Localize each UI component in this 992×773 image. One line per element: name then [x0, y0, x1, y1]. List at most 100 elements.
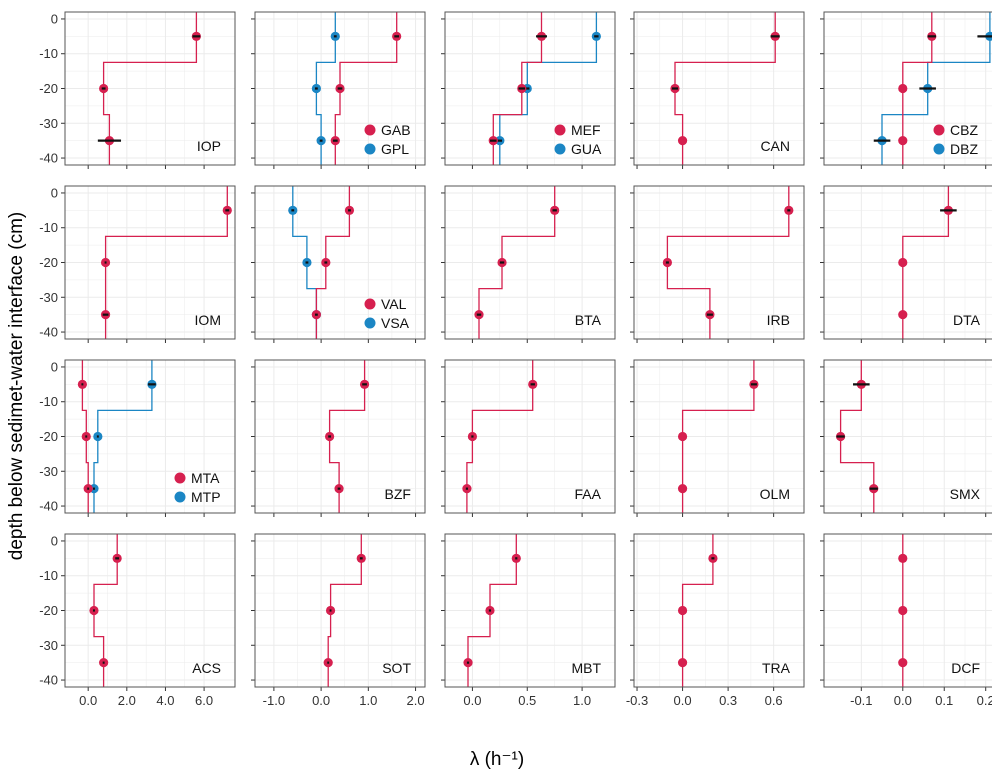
panel-content [898, 534, 908, 687]
panel-label: IOM [195, 312, 221, 328]
panel-border [823, 359, 992, 514]
panel-grid: 0 -10 -20 -30 -40 IOP GAB GPL MEF GUA CAN CBZ DBZ 0 -1… [39, 11, 992, 708]
panel-18: 0.0 0.5 1.0 MBT [441, 533, 616, 708]
panel-label: CAN [760, 138, 790, 154]
x-tick-label: 2.0 [118, 693, 136, 708]
panel-label: BTA [575, 312, 602, 328]
panel-border [254, 359, 426, 514]
legend-dot [933, 124, 945, 136]
y-tick-label: -20 [39, 429, 58, 444]
panel-content [97, 12, 201, 165]
panel-content [77, 360, 157, 513]
legend-dot [554, 124, 566, 136]
y-tick-label: -20 [39, 603, 58, 618]
panel-7: VAL VSA [251, 185, 426, 343]
panel-border [444, 533, 616, 688]
panel-content [474, 186, 560, 339]
x-tick-label: 0.6 [765, 693, 783, 708]
panel-border [823, 533, 992, 688]
panel-border [633, 11, 805, 166]
panel-border [254, 185, 426, 340]
panel-11: 0 -10 -20 -30 -40 MTA MTP [39, 359, 236, 517]
data-point [677, 658, 688, 668]
panel-border [254, 11, 426, 166]
panel-border [444, 359, 616, 514]
panel-content [89, 534, 122, 687]
panel-label: DCF [951, 660, 980, 676]
panel-content [898, 186, 957, 339]
panel-15: SMX [820, 359, 992, 517]
data-point [898, 257, 908, 268]
x-tick-label: 0.3 [719, 693, 737, 708]
panel-12: BZF [251, 359, 426, 517]
y-tick-label: -40 [39, 673, 58, 688]
y-tick-label: -10 [39, 46, 58, 61]
legend-label: CBZ [950, 122, 978, 138]
y-tick-label: -10 [39, 568, 58, 583]
panel-16: 0 -10 -20 -30 -40 0.0 2.0 4.0 6.0 ACS [39, 533, 236, 708]
data-point [677, 431, 688, 442]
y-tick-label: -40 [39, 325, 58, 340]
panel-13: FAA [441, 359, 616, 517]
panel-label: IOP [197, 138, 221, 154]
panel-label: TRA [762, 660, 791, 676]
panel-border [633, 185, 805, 340]
y-tick-label: -30 [39, 638, 58, 653]
panel-label: DTA [953, 312, 981, 328]
y-tick-label: -20 [39, 255, 58, 270]
panel-content [873, 12, 992, 165]
x-tick-label: 4.0 [156, 693, 174, 708]
panel-5: CBZ DBZ [820, 11, 992, 169]
panel-border [64, 185, 236, 340]
panel-border [444, 11, 616, 166]
panel-content [677, 534, 718, 687]
panel-content [670, 12, 780, 165]
x-tick-label: 0.0 [312, 693, 330, 708]
data-point [898, 553, 908, 563]
y-tick-label: -10 [39, 394, 58, 409]
panel-content [662, 186, 794, 339]
y-tick-label: 0 [51, 185, 58, 200]
x-tick-label: 0.2 [977, 693, 992, 708]
legend-dot [554, 143, 566, 155]
panel-label: IRB [767, 312, 790, 328]
panel-content [311, 12, 402, 165]
y-tick-label: -30 [39, 464, 58, 479]
data-point [898, 136, 908, 146]
legend-dot [364, 143, 376, 155]
panel-label: BZF [385, 486, 411, 502]
panel-label: ACS [192, 660, 221, 676]
step-line-tra [681, 534, 714, 687]
y-tick-label: 0 [51, 533, 58, 548]
panel-2: GAB GPL [251, 11, 426, 169]
x-tick-label: 1.0 [359, 693, 377, 708]
y-tick-label: 0 [51, 359, 58, 374]
panel-label: FAA [575, 486, 602, 502]
x-tick-label: 1.0 [573, 693, 591, 708]
panel-8: BTA [441, 185, 616, 343]
data-point [898, 310, 908, 320]
panel-6: 0 -10 -20 -30 -40 IOM [39, 185, 236, 343]
x-tick-label: 0.5 [518, 693, 536, 708]
legend-dot [933, 143, 945, 155]
step-line-olm [681, 360, 755, 513]
panel-border [633, 359, 805, 514]
panel-10: DTA [820, 185, 992, 343]
x-tick-label: -1.0 [263, 693, 285, 708]
step-line-cbz [902, 12, 933, 165]
legend-dot [364, 124, 376, 136]
data-point [898, 605, 908, 616]
panel-content [835, 360, 879, 513]
x-axis-title: λ (h⁻¹) [470, 749, 524, 770]
panel-17: -1.0 0.0 1.0 2.0 SOT [251, 533, 426, 708]
legend-dot [174, 491, 186, 503]
x-tick-label: 0.0 [463, 693, 481, 708]
legend-dot [364, 298, 376, 310]
y-tick-label: -30 [39, 116, 58, 131]
y-tick-label: -10 [39, 220, 58, 235]
panel-3: MEF GUA [441, 11, 616, 169]
panel-19: -0.3 0.0 0.3 0.6 TRA [626, 533, 805, 708]
panel-9: IRB [630, 185, 805, 343]
panel-border [633, 533, 805, 688]
